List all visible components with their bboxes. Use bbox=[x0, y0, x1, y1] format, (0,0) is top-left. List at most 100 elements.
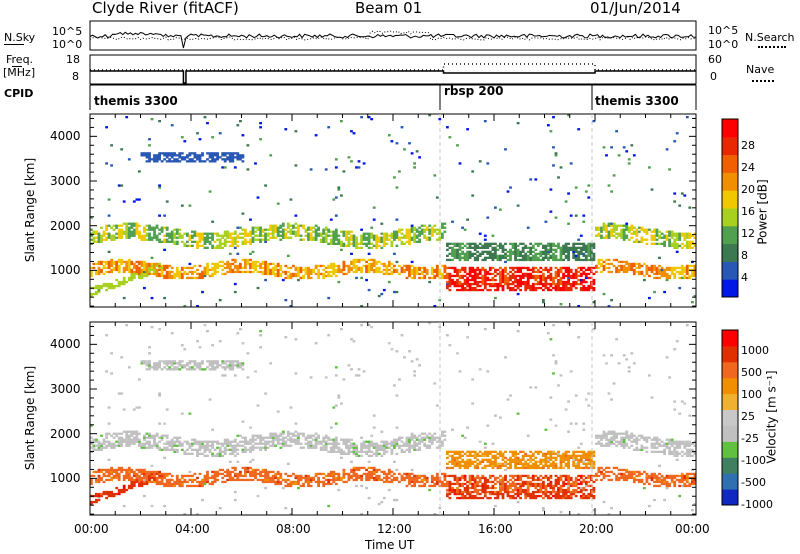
power-cell bbox=[251, 240, 255, 243]
power-cell bbox=[413, 268, 416, 272]
power-cell bbox=[521, 282, 525, 286]
power-cell bbox=[536, 268, 540, 272]
power-cell bbox=[264, 268, 267, 272]
power-cell bbox=[612, 222, 616, 225]
velocity-cell bbox=[233, 498, 237, 502]
power-cell bbox=[587, 196, 591, 199]
power-cell bbox=[600, 264, 603, 268]
power-cell bbox=[448, 288, 452, 292]
power-cell bbox=[334, 234, 338, 237]
power-cell bbox=[562, 250, 565, 253]
power-cell bbox=[693, 294, 697, 298]
power-cell bbox=[494, 278, 497, 282]
power-cell bbox=[140, 276, 144, 280]
velocity-cell bbox=[271, 474, 275, 478]
power-cell bbox=[327, 296, 331, 300]
velocity-cell bbox=[216, 440, 219, 443]
velocity-cell bbox=[254, 438, 257, 441]
power-cell bbox=[107, 232, 111, 235]
power-cell bbox=[307, 270, 310, 274]
power-cell bbox=[223, 272, 227, 276]
power-cell bbox=[213, 158, 217, 161]
power-cell bbox=[675, 250, 679, 253]
velocity-cell bbox=[367, 478, 371, 482]
power-cell bbox=[562, 266, 565, 270]
power-cell bbox=[342, 232, 346, 235]
power-cell bbox=[251, 236, 255, 239]
velocity-cell bbox=[110, 490, 113, 494]
power-cell bbox=[632, 230, 636, 233]
velocity-cell bbox=[143, 434, 146, 437]
velocity-cell bbox=[213, 368, 217, 371]
velocity-cell bbox=[365, 450, 368, 453]
velocity-cell bbox=[198, 446, 202, 449]
power-cell bbox=[221, 264, 225, 268]
power-cell bbox=[198, 240, 202, 243]
power-cell bbox=[198, 264, 202, 268]
power-cell bbox=[567, 258, 570, 262]
power-cell bbox=[294, 266, 298, 270]
power-cell bbox=[557, 246, 560, 249]
power-cell bbox=[584, 254, 588, 257]
velocity-cell bbox=[244, 442, 247, 445]
power-cell bbox=[536, 282, 540, 286]
power-cell bbox=[342, 170, 346, 173]
velocity-cell bbox=[155, 432, 159, 435]
velocity-cell bbox=[443, 484, 447, 488]
velocity-cell bbox=[221, 480, 225, 484]
power-cell bbox=[534, 270, 538, 274]
power-cell bbox=[605, 154, 608, 157]
velocity-cell bbox=[125, 324, 129, 327]
power-cell bbox=[105, 288, 108, 292]
power-cell bbox=[102, 234, 106, 237]
power-cell bbox=[170, 124, 174, 127]
velocity-cell bbox=[347, 474, 351, 478]
power-cell bbox=[297, 274, 300, 278]
velocity-cell bbox=[403, 476, 406, 480]
power-cell bbox=[276, 226, 280, 229]
power-cell bbox=[304, 230, 308, 233]
velocity-cell bbox=[340, 328, 343, 331]
power-cell bbox=[317, 268, 320, 272]
power-cell bbox=[201, 238, 204, 241]
power-cell bbox=[476, 254, 480, 257]
velocity-cell bbox=[148, 368, 151, 371]
power-cell bbox=[112, 266, 116, 270]
power-cell bbox=[332, 240, 336, 243]
power-cell bbox=[153, 156, 156, 159]
velocity-cell bbox=[372, 444, 376, 447]
power-cell bbox=[398, 238, 401, 241]
velocity-cell bbox=[360, 513, 363, 516]
velocity-cell bbox=[105, 334, 108, 337]
power-cell bbox=[138, 170, 141, 173]
power-cell bbox=[380, 238, 384, 241]
freq-tick-bottom: 8 bbox=[72, 70, 79, 83]
velocity-cell bbox=[254, 476, 257, 480]
power-cell bbox=[514, 250, 517, 253]
power-cell bbox=[511, 274, 515, 278]
velocity-cell bbox=[233, 446, 237, 449]
power-cell bbox=[678, 204, 682, 207]
power-cell bbox=[259, 240, 262, 243]
power-cell bbox=[239, 156, 242, 159]
velocity-cell bbox=[138, 442, 141, 445]
velocity-cell bbox=[233, 454, 237, 457]
power-cell bbox=[605, 266, 608, 270]
power-cell bbox=[481, 280, 485, 284]
power-cell bbox=[456, 252, 459, 255]
power-cell bbox=[504, 276, 507, 280]
velocity-cell bbox=[143, 472, 146, 476]
power-cell bbox=[420, 228, 424, 231]
velocity-cell bbox=[228, 460, 232, 463]
power-cell bbox=[352, 270, 356, 274]
power-cell bbox=[274, 264, 278, 268]
power-cell bbox=[332, 272, 336, 276]
power-cell bbox=[256, 196, 260, 199]
power-cell bbox=[324, 168, 328, 171]
power-cell bbox=[552, 256, 555, 259]
power-cell bbox=[385, 266, 389, 270]
power-cell bbox=[276, 270, 280, 274]
power-cell bbox=[569, 268, 573, 272]
power-cell bbox=[398, 272, 401, 276]
velocity-cell bbox=[473, 476, 477, 480]
